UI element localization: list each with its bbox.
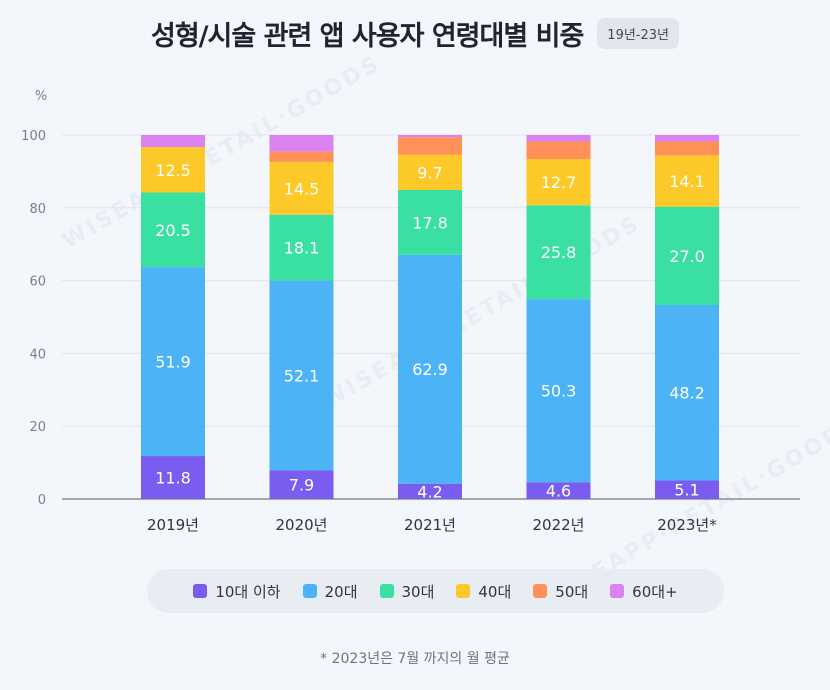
bar-segment (398, 137, 462, 155)
data-label: 12.5 (155, 161, 191, 180)
page-title: 성형/시술 관련 앱 사용자 연령대별 비중 (150, 21, 584, 52)
bar-segment (269, 151, 334, 162)
legend-item: 20대 (302, 581, 358, 602)
data-label: 12.7 (541, 173, 577, 192)
bar-segment (269, 280, 334, 471)
legend-label: 20대 (324, 582, 358, 601)
legend-label: 50대 (555, 582, 589, 601)
data-label: 20.5 (155, 221, 191, 240)
legend-swatch (610, 584, 625, 598)
data-label: 14.1 (669, 172, 705, 191)
legend-label: 60대+ (632, 582, 678, 601)
y-tick-label: 100 (21, 129, 46, 144)
bar-segment (398, 154, 462, 190)
period-badge: 19년-23년 (597, 18, 679, 49)
data-label: 52.1 (284, 366, 320, 385)
legend-swatch (193, 584, 208, 598)
data-label: 18.1 (284, 239, 320, 258)
x-tick-label: 2022년 (533, 516, 585, 534)
data-label: 48.2 (669, 384, 705, 403)
legend-item: 40대 (456, 581, 511, 602)
bar-segment (398, 135, 462, 138)
bar-segment (655, 135, 719, 142)
legend-label: 10대 이하 (215, 582, 281, 601)
bar-segment (141, 192, 205, 268)
bar-segment (655, 141, 719, 156)
data-label: 27.0 (669, 247, 705, 266)
bar-segment (141, 456, 205, 499)
data-label: 50.3 (541, 382, 577, 401)
legend-item: 50대 (533, 581, 588, 602)
legend-label: 40대 (478, 582, 512, 601)
bar-segment (141, 147, 205, 193)
footnote: * 2023년은 7월 까지의 월 평균 (320, 651, 510, 667)
legend-item: 30대 (379, 581, 435, 602)
y-tick-label: 40 (29, 347, 46, 362)
bar-segment (526, 135, 591, 142)
bar-segment (269, 470, 334, 499)
data-label: 51.9 (155, 353, 191, 372)
bar-segment (526, 205, 591, 300)
data-label: 14.5 (284, 179, 320, 198)
legend-swatch (379, 584, 394, 598)
bar-segment (655, 480, 719, 499)
data-label: 5.1 (674, 481, 699, 500)
bar-segment (398, 483, 462, 499)
bar-segment (526, 299, 591, 483)
bar-segment (526, 482, 591, 499)
y-tick-label: 60 (29, 275, 46, 290)
data-label: 25.8 (541, 243, 577, 262)
bar-segment (655, 206, 719, 305)
header: 성형/시술 관련 앱 사용자 연령대별 비중 19년-23년 (0, 14, 830, 53)
bar-segment (655, 155, 719, 207)
legend-label: 30대 (401, 582, 435, 601)
x-axis: 2019년 2020년 2021년 2022년 2023년* (147, 516, 717, 534)
legend-swatch (456, 584, 471, 598)
legend-swatch (302, 584, 317, 598)
bars: 11.8 51.9 20.5 12.5 7.9 52.1 18.1 14.5 4.2 62.9 17… (141, 135, 719, 501)
bar-segment (141, 267, 205, 457)
legend-item: 10대 이하 (193, 581, 281, 602)
bar-segment (526, 141, 591, 160)
bar-segment (526, 159, 591, 206)
bar-segment (269, 135, 334, 152)
data-label: 4.2 (417, 482, 442, 501)
legend: 10대 이하 20대 30대 40대 50대 60대+ (147, 569, 724, 613)
legend-item: 60대+ (610, 581, 678, 602)
y-tick-label: 0 (38, 493, 46, 508)
data-label: 62.9 (412, 360, 448, 379)
x-tick-label: 2019년 (147, 516, 199, 534)
data-label: 11.8 (155, 469, 191, 488)
y-tick-label: 20 (29, 420, 46, 435)
bar-segment (269, 161, 334, 215)
bar-segment (398, 189, 462, 255)
data-label: 7.9 (289, 476, 314, 495)
y-tick-label: 80 (29, 202, 46, 217)
y-axis-unit-label: % (35, 89, 47, 104)
data-label: 9.7 (417, 163, 442, 182)
bar-segment (141, 135, 205, 148)
legend-swatch (533, 584, 548, 598)
x-tick-label: 2023년* (657, 516, 717, 534)
x-tick-label: 2020년 (276, 516, 328, 534)
x-tick-label: 2021년 (404, 516, 456, 534)
data-label: 4.6 (546, 482, 571, 501)
bar-segment (269, 214, 334, 281)
bar-segment (655, 304, 719, 481)
stacked-bar-chart: 0 20 40 60 80 100 % 11.8 51.9 20.5 12.5 7.9 52.1 18… (21, 89, 800, 534)
bar-segment (398, 254, 462, 484)
data-label: 17.8 (412, 213, 448, 232)
